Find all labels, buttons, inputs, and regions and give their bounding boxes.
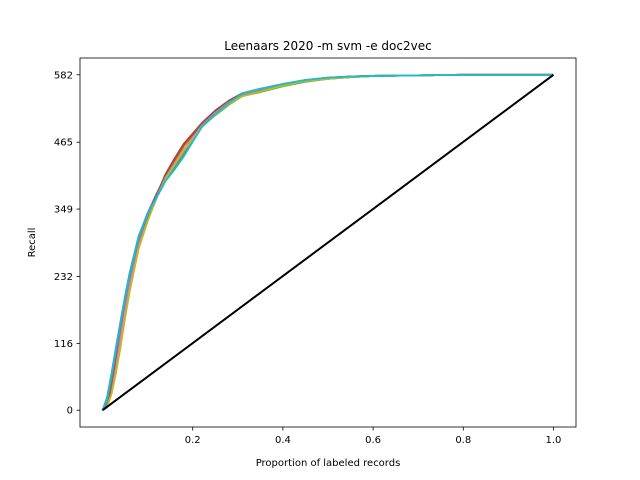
x-axis-ticks: 0.2 0.4 0.6 0.8 1.0	[185, 427, 562, 446]
y-tick-label: 0	[67, 406, 73, 417]
x-tick-label: 0.6	[365, 435, 381, 446]
y-tick-label: 465	[54, 138, 73, 149]
series-layer	[101, 73, 554, 411]
y-tick-label: 232	[54, 272, 73, 283]
x-tick-label: 0.4	[275, 435, 291, 446]
x-tick-label: 0.8	[455, 435, 471, 446]
y-axis-ticks: 0 116 232 349 465 582	[54, 70, 80, 417]
baseline-line	[101, 73, 555, 412]
baseline-layer	[101, 73, 555, 412]
y-tick-label: 582	[54, 70, 73, 81]
chart-title: Leenaars 2020 -m svm -e doc2vec	[224, 39, 431, 53]
y-tick-label: 349	[54, 205, 73, 216]
x-tick-label: 0.2	[185, 435, 201, 446]
plot-area	[101, 73, 555, 412]
axes-frame	[79, 57, 577, 428]
x-axis-title: Proportion of labeled records	[256, 458, 401, 469]
x-tick-label: 1.0	[546, 435, 562, 446]
y-tick-label: 116	[54, 339, 73, 350]
y-axis-title: Recall	[27, 228, 38, 258]
series-line-10	[101, 73, 554, 411]
